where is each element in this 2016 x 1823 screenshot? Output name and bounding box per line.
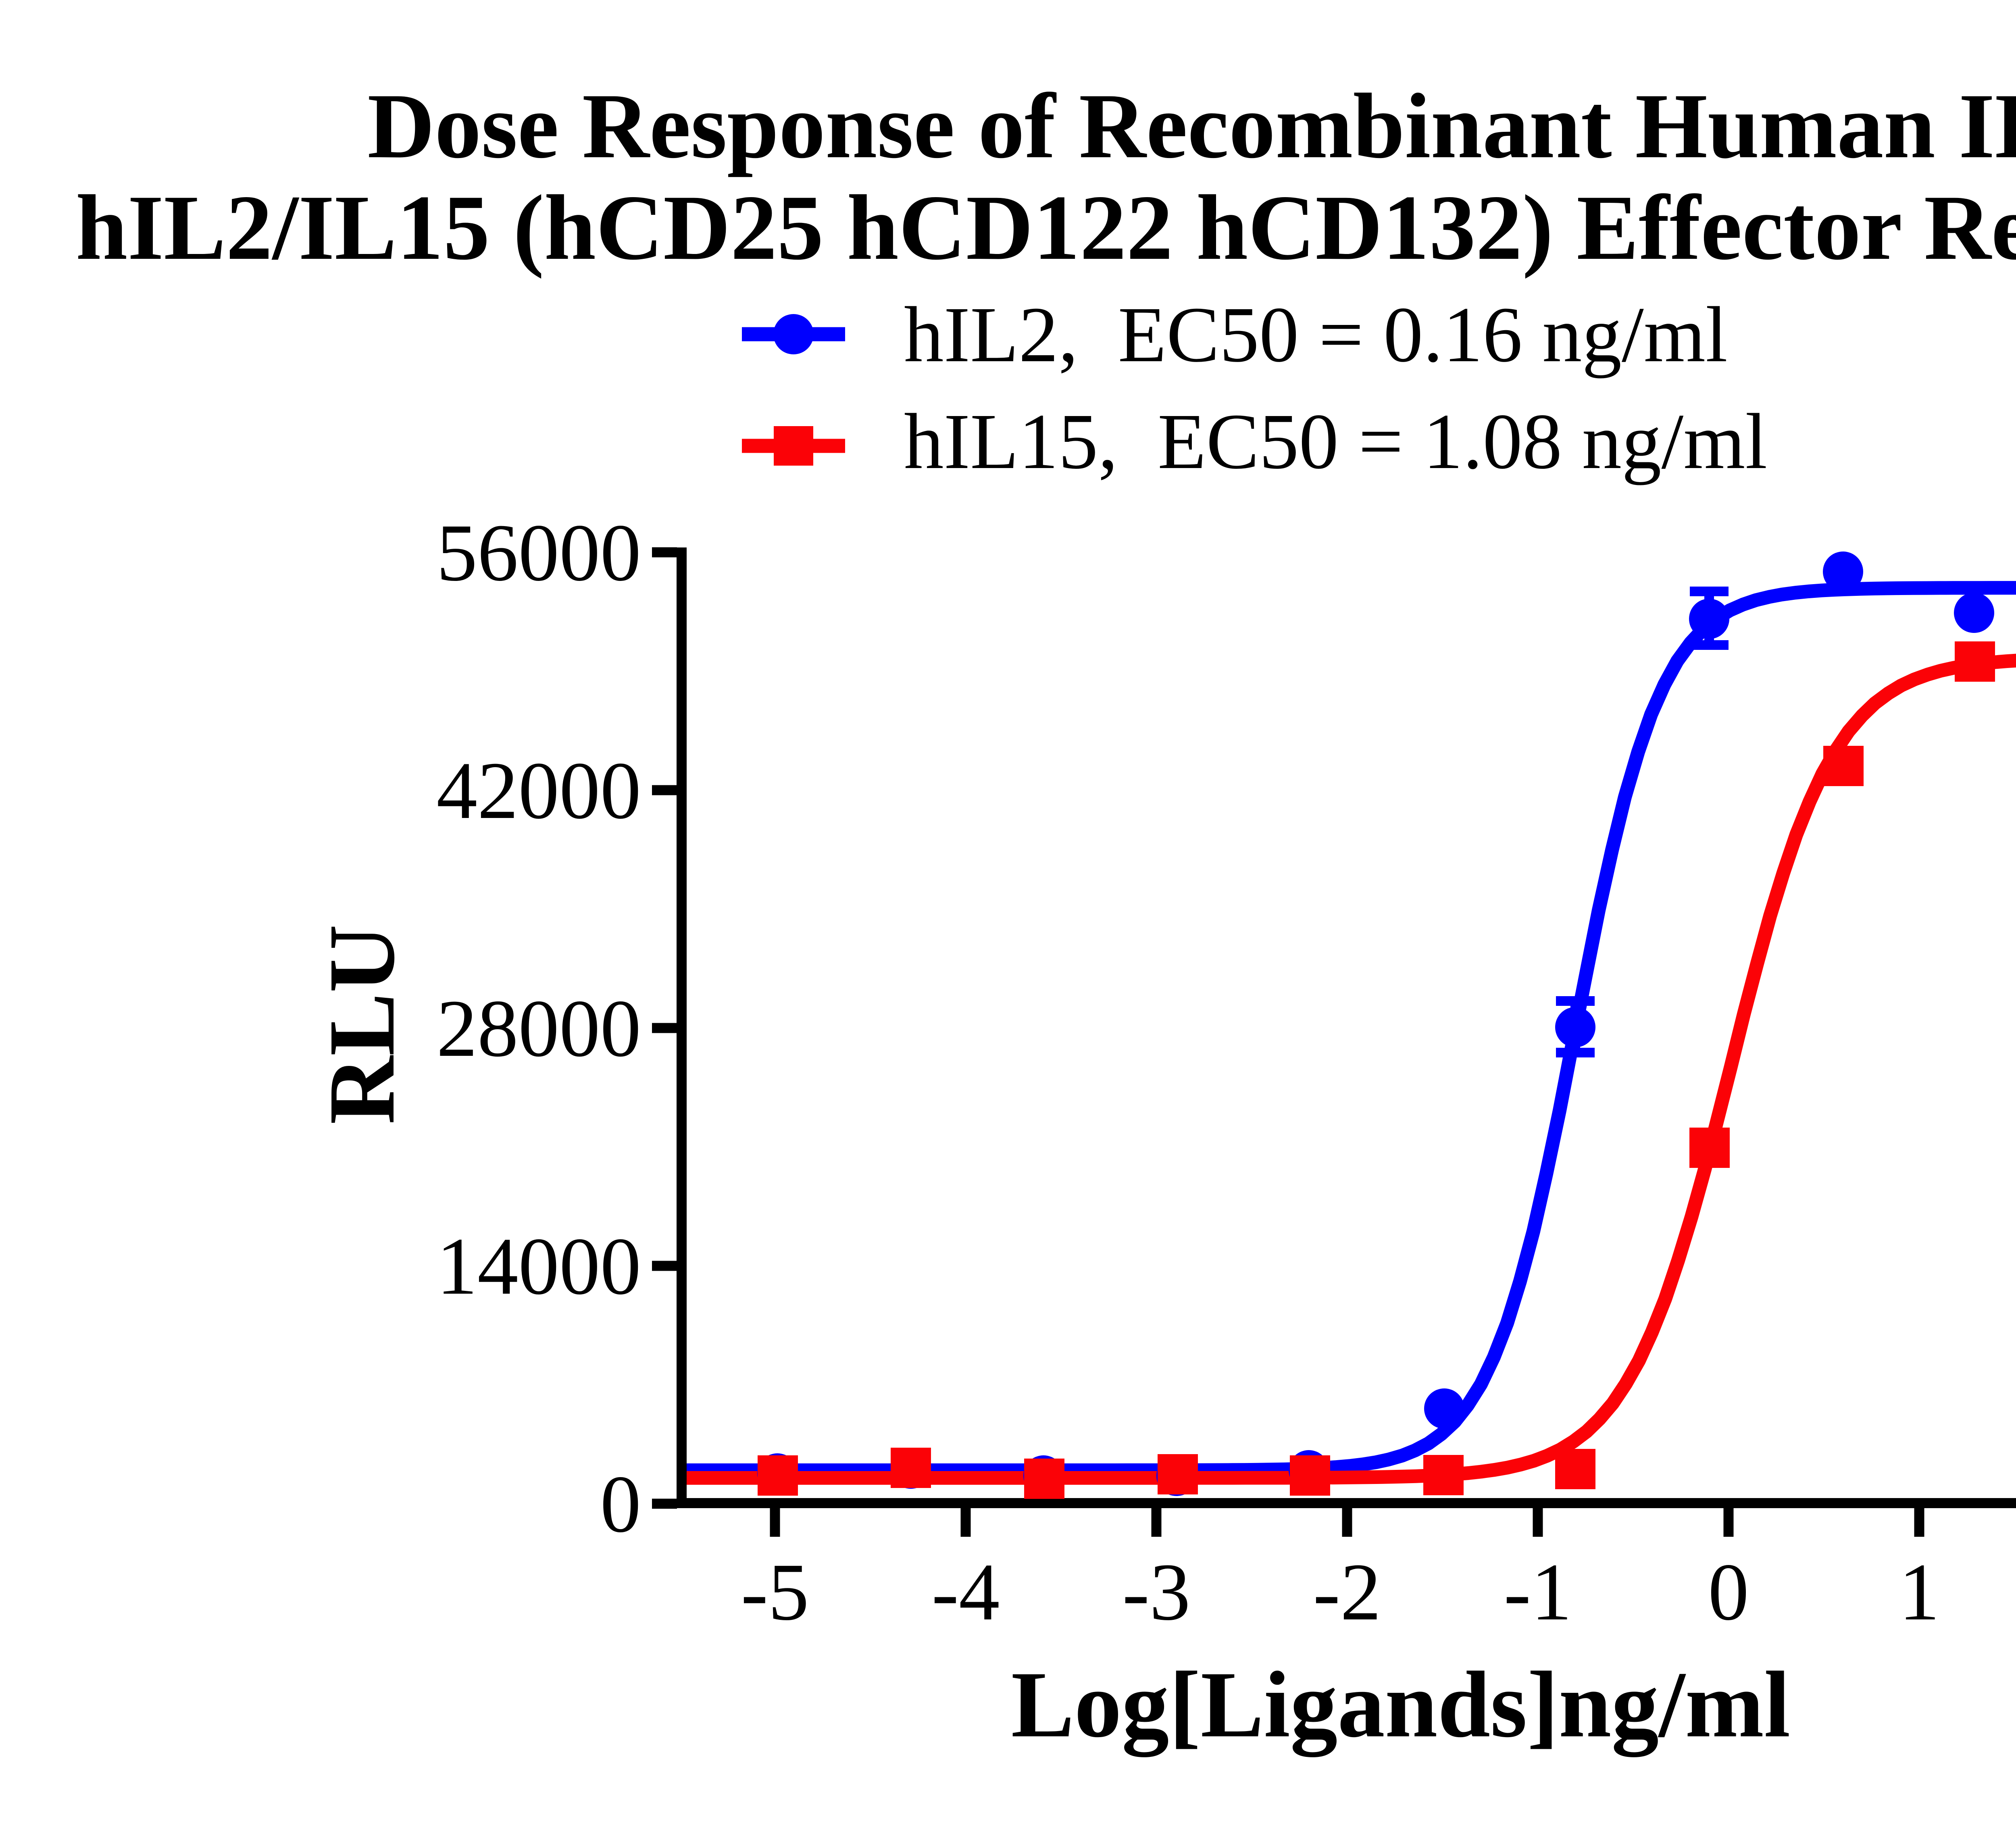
svg-text:14000: 14000 [437, 1221, 641, 1311]
svg-text:42000: 42000 [437, 745, 641, 836]
svg-text:hIL2, EC50 = 0.16 ng/ml: hIL2, EC50 = 0.16 ng/ml [904, 290, 1728, 379]
svg-text:56000: 56000 [437, 507, 641, 598]
svg-text:0: 0 [1708, 1546, 1749, 1637]
svg-text:Dose Response of Recombinant H: Dose Response of Recombinant Human IL2/I… [367, 74, 2016, 177]
svg-text:RLU: RLU [309, 924, 414, 1124]
svg-text:Log[Ligands]ng/ml: Log[Ligands]ng/ml [1011, 1652, 1791, 1757]
svg-text:-3: -3 [1122, 1546, 1190, 1637]
svg-text:-1: -1 [1504, 1546, 1572, 1637]
svg-text:-5: -5 [741, 1546, 809, 1637]
svg-text:1: 1 [1899, 1546, 1940, 1637]
svg-text:0: 0 [600, 1459, 641, 1549]
svg-text:-2: -2 [1313, 1546, 1381, 1637]
svg-text:-4: -4 [931, 1546, 1000, 1637]
svg-text:28000: 28000 [437, 983, 641, 1074]
svg-text:hIL2/IL15 (hCD25 hCD122 hCD132: hIL2/IL15 (hCD25 hCD122 hCD132) Effector… [76, 176, 2016, 279]
svg-text:hIL15, EC50 = 1.08 ng/ml: hIL15, EC50 = 1.08 ng/ml [904, 397, 1767, 485]
